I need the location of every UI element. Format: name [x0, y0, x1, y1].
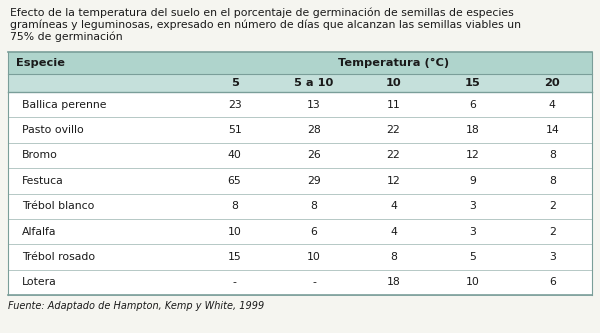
Bar	[8, 219, 592, 244]
Text: 5 a 10: 5 a 10	[295, 78, 334, 88]
Text: 8: 8	[311, 201, 317, 211]
Text: 6: 6	[469, 100, 476, 110]
Text: 15: 15	[228, 252, 241, 262]
Text: 8: 8	[549, 151, 556, 161]
Text: 5: 5	[230, 78, 239, 88]
Text: 26: 26	[307, 151, 321, 161]
Text: 10: 10	[227, 226, 242, 236]
Bar	[8, 92, 592, 117]
Bar	[8, 52, 592, 74]
Text: 29: 29	[307, 176, 321, 186]
Text: 13: 13	[307, 100, 321, 110]
Bar	[8, 143, 592, 168]
Text: gramíneas y leguminosas, expresado en número de días que alcanzan las semillas v: gramíneas y leguminosas, expresado en nú…	[10, 20, 521, 31]
Text: 15: 15	[465, 78, 481, 88]
Text: 10: 10	[466, 277, 480, 287]
Text: 65: 65	[228, 176, 241, 186]
Text: 9: 9	[469, 176, 476, 186]
Bar	[8, 244, 592, 270]
Text: Alfalfa: Alfalfa	[22, 226, 56, 236]
Text: 4: 4	[390, 226, 397, 236]
Text: Fuente: Adaptado de Hampton, Kemp y White, 1999: Fuente: Adaptado de Hampton, Kemp y Whit…	[8, 301, 264, 311]
Text: 22: 22	[386, 125, 400, 135]
Bar	[8, 74, 592, 92]
Text: -: -	[233, 277, 236, 287]
Text: 18: 18	[466, 125, 480, 135]
Text: 23: 23	[228, 100, 241, 110]
Text: -: -	[312, 277, 316, 287]
Text: Lotera: Lotera	[22, 277, 57, 287]
Text: 20: 20	[544, 78, 560, 88]
Text: 18: 18	[386, 277, 400, 287]
Bar	[8, 168, 592, 193]
Text: 28: 28	[307, 125, 321, 135]
Text: Efecto de la temperatura del suelo en el porcentaje de germinación de semillas d: Efecto de la temperatura del suelo en el…	[10, 8, 514, 19]
Text: Trébol blanco: Trébol blanco	[22, 201, 94, 211]
Text: 8: 8	[231, 201, 238, 211]
Text: 6: 6	[549, 277, 556, 287]
Text: 2: 2	[549, 226, 556, 236]
Text: 6: 6	[311, 226, 317, 236]
Text: 2: 2	[549, 201, 556, 211]
Text: 12: 12	[466, 151, 480, 161]
Text: 40: 40	[227, 151, 242, 161]
Text: Pasto ovillo: Pasto ovillo	[22, 125, 84, 135]
Text: 75% de germinación: 75% de germinación	[10, 32, 122, 43]
Text: 3: 3	[549, 252, 556, 262]
Text: Trébol rosado: Trébol rosado	[22, 252, 95, 262]
Bar	[8, 270, 592, 295]
Text: 12: 12	[386, 176, 400, 186]
Text: 3: 3	[469, 226, 476, 236]
Text: 4: 4	[549, 100, 556, 110]
Text: 8: 8	[390, 252, 397, 262]
Text: 5: 5	[469, 252, 476, 262]
Text: 22: 22	[386, 151, 400, 161]
Text: 4: 4	[390, 201, 397, 211]
Bar	[8, 193, 592, 219]
Text: 8: 8	[549, 176, 556, 186]
Bar	[8, 117, 592, 143]
Text: 11: 11	[386, 100, 400, 110]
Text: Ballica perenne: Ballica perenne	[22, 100, 107, 110]
Text: 10: 10	[307, 252, 321, 262]
Text: Festuca: Festuca	[22, 176, 64, 186]
Text: 14: 14	[545, 125, 559, 135]
Text: Especie: Especie	[16, 58, 65, 68]
Text: 10: 10	[386, 78, 401, 88]
Text: 51: 51	[228, 125, 241, 135]
Text: Temperatura (°C): Temperatura (°C)	[338, 58, 449, 68]
Text: Bromo: Bromo	[22, 151, 58, 161]
Text: 3: 3	[469, 201, 476, 211]
